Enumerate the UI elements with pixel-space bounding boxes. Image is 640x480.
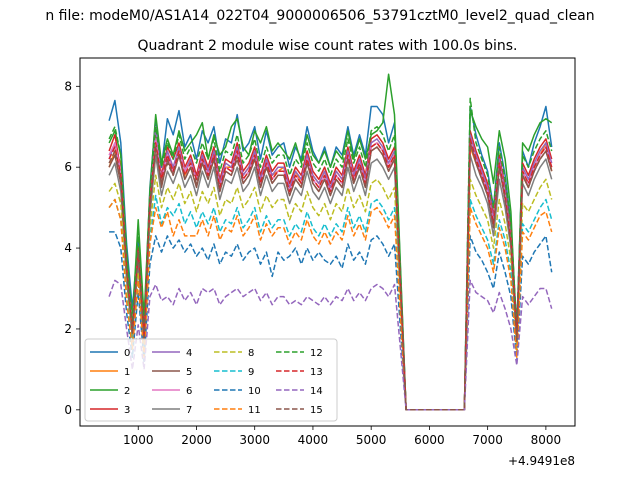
legend-label-9: 9 xyxy=(248,367,254,378)
x-axis-offset-label: +4.9491e8 xyxy=(508,454,575,468)
legend-label-8: 8 xyxy=(248,348,254,359)
series-line-15 xyxy=(108,142,553,411)
legend-box xyxy=(84,338,338,422)
legend-label-7: 7 xyxy=(186,405,192,416)
figure-suptitle: n file: modeM0/AS1A14_022T04_9000006506_… xyxy=(45,8,594,24)
series-line-9 xyxy=(108,194,553,411)
x-tick-label: 5000 xyxy=(356,433,387,447)
series-line-7 xyxy=(108,154,553,411)
y-axis: 0 2 4 6 8 xyxy=(64,79,80,417)
x-tick-label: 8000 xyxy=(531,433,562,447)
x-tick-label: 1000 xyxy=(123,433,154,447)
chart-title: Quadrant 2 module wise count rates with … xyxy=(138,38,518,54)
legend-label-2: 2 xyxy=(124,386,130,397)
legend-label-4: 4 xyxy=(186,348,192,359)
x-axis: 1000 2000 3000 4000 5000 6000 7000 8000 xyxy=(123,426,561,447)
series-layer xyxy=(108,73,553,411)
legend-label-14: 14 xyxy=(310,386,323,397)
y-tick-label: 2 xyxy=(64,322,72,336)
series-line-14 xyxy=(108,279,553,411)
y-tick-label: 6 xyxy=(64,160,72,174)
series-line-12 xyxy=(108,97,553,411)
legend-label-1: 1 xyxy=(124,367,130,378)
legend-label-5: 5 xyxy=(186,367,192,378)
series-line-10 xyxy=(109,231,553,411)
series-line-11 xyxy=(108,198,553,411)
series-line-0 xyxy=(108,99,553,411)
series-line-2 xyxy=(108,73,553,411)
series-line-4 xyxy=(108,125,553,411)
x-tick-label: 2000 xyxy=(181,433,212,447)
y-tick-label: 4 xyxy=(64,241,72,255)
x-tick-label: 4000 xyxy=(298,433,329,447)
series-line-13 xyxy=(108,138,553,411)
axes-frame xyxy=(79,57,576,427)
legend-label-11: 11 xyxy=(248,405,261,416)
legend-label-13: 13 xyxy=(310,367,323,378)
x-tick-label: 3000 xyxy=(239,433,270,447)
y-tick-label: 0 xyxy=(64,403,72,417)
legend-label-6: 6 xyxy=(186,386,192,397)
y-tick-label: 8 xyxy=(64,79,72,93)
x-tick-label: 6000 xyxy=(414,433,445,447)
legend-label-10: 10 xyxy=(248,386,261,397)
series-line-8 xyxy=(108,174,553,411)
x-tick-label: 7000 xyxy=(472,433,503,447)
legend-label-3: 3 xyxy=(124,405,130,416)
legend-label-15: 15 xyxy=(310,405,323,416)
legend-label-12: 12 xyxy=(310,348,323,359)
legend-label-0: 0 xyxy=(124,348,130,359)
